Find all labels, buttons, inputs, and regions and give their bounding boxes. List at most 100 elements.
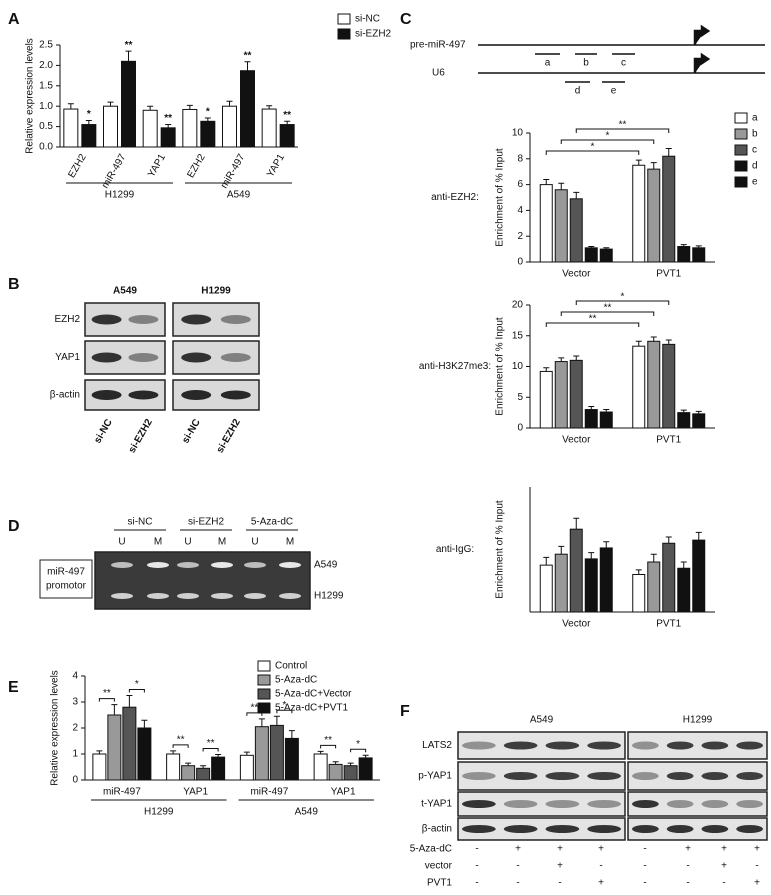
y-tick-label: 4 [517,205,523,216]
band [462,800,496,808]
error-bar [85,119,92,125]
x-tick-label: YAP1 [331,787,356,798]
error-bar [573,355,580,361]
bar [182,108,198,148]
gel-band [147,562,169,568]
bracket [172,744,189,748]
condition-label: PVT1 [427,878,452,889]
condition-mark: - [475,861,478,872]
y-tick-label: 10 [512,361,524,372]
error-bar [141,719,148,728]
bar [647,340,661,429]
band [462,825,496,833]
y-tick-label: 4 [72,671,78,682]
error-bar [603,247,610,250]
bar [677,412,691,429]
bracket [128,689,145,693]
blot-panel [457,817,626,841]
row-label: LATS2 [422,740,452,751]
error-bar [165,124,172,128]
error-bar [111,704,118,715]
condition-mark: - [516,861,519,872]
panel-label: B [8,276,20,293]
significance: ** [103,688,111,699]
band [666,772,694,780]
legend-label: 5-Aza-dC+PVT1 [275,703,349,714]
condition-mark: - [643,878,646,889]
bar [211,756,226,781]
blot-panel [94,551,311,610]
bar [92,753,107,781]
bar [632,345,646,429]
bar [584,247,598,263]
error-bar [650,162,657,170]
significance: ** [250,703,258,714]
condition-mark: + [557,861,563,872]
error-bar [680,409,687,413]
legend-swatch [734,144,748,156]
condition-mark: + [685,844,691,855]
bar [692,413,706,429]
significance: ** [604,303,612,314]
error-bar [186,104,193,110]
bar [569,198,583,263]
significance: ** [207,738,215,749]
bar [239,754,254,781]
band [181,390,212,400]
condition-mark: + [598,844,604,855]
primer-label: b [583,58,589,69]
lane-label: M [218,537,226,548]
bar [599,248,613,263]
legend-swatch [257,674,271,686]
error-bar [695,531,702,541]
band [220,353,251,362]
band [91,314,122,325]
bar [677,567,691,613]
significance: * [606,131,610,142]
y-tick-label: 0 [517,423,523,434]
error-bar [588,552,595,559]
legend-swatch [257,660,271,672]
bar [662,542,676,613]
lane-label: si-NC [180,417,203,445]
error-bar [558,357,565,362]
legend-label: Control [275,661,307,672]
bar [63,108,79,148]
bracket [350,748,367,753]
error-bar [665,147,672,157]
side-box [39,559,93,599]
y-axis-label: Enrichment of % Input [495,500,506,599]
y-tick-label: 2.0 [39,60,53,71]
error-bar [558,545,565,555]
gel-band [147,593,169,599]
treatment-label: si-EZH2 [188,517,225,528]
lane-label: M [286,537,294,548]
group-label: H1299 [105,190,135,201]
band [128,315,159,324]
row-label: p-YAP1 [418,771,452,782]
error-bar [650,553,657,562]
error-bar [588,246,595,248]
bar [122,706,137,781]
legend-swatch [734,128,748,140]
legend-label: si-NC [355,14,380,25]
gel-band [279,562,301,568]
blot-panel [627,817,768,841]
x-tick-label: Vector [562,619,591,630]
bar [569,528,583,613]
band [666,741,694,750]
lane-label: U [118,537,125,548]
lane-label: si-EZH2 [215,417,243,455]
bar [222,105,237,148]
legend-label: c [752,145,757,156]
row-label: H1299 [314,591,344,602]
significance: ** [177,735,185,746]
condition-mark: - [475,878,478,889]
band [587,800,621,808]
condition-mark: - [722,878,725,889]
error-bar [603,541,610,548]
side-label: promotor [46,581,87,592]
y-tick-label: 0 [72,775,78,786]
band [91,352,122,363]
lane-label: M [154,537,162,548]
